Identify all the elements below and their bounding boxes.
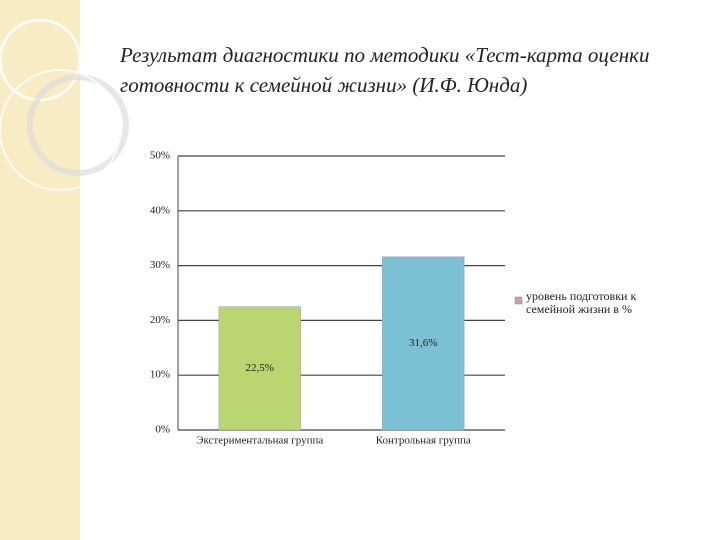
decor-circle bbox=[27, 74, 129, 176]
chart-title: Результат диагностики по методики «Тест-… bbox=[120, 43, 650, 97]
bar bbox=[382, 256, 465, 431]
y-tick-label: 50% bbox=[150, 150, 170, 162]
y-tick-label: 20% bbox=[150, 314, 170, 326]
x-tick-label: Экстериментальная группа bbox=[196, 435, 323, 447]
bar bbox=[218, 306, 301, 431]
y-tick-label: 10% bbox=[150, 369, 170, 381]
legend-swatch bbox=[514, 296, 523, 305]
x-tick-label: Контрольная группа bbox=[376, 435, 471, 447]
legend-label: уровень подготовки к семейной жизни в % bbox=[526, 289, 637, 316]
y-tick-label: 0% bbox=[155, 424, 170, 436]
value-label: 22,5% bbox=[246, 362, 274, 374]
y-tick-label: 30% bbox=[150, 259, 170, 271]
y-tick-label: 40% bbox=[150, 204, 170, 216]
decor-circle bbox=[0, 69, 121, 191]
value-label: 31,6% bbox=[409, 337, 437, 349]
